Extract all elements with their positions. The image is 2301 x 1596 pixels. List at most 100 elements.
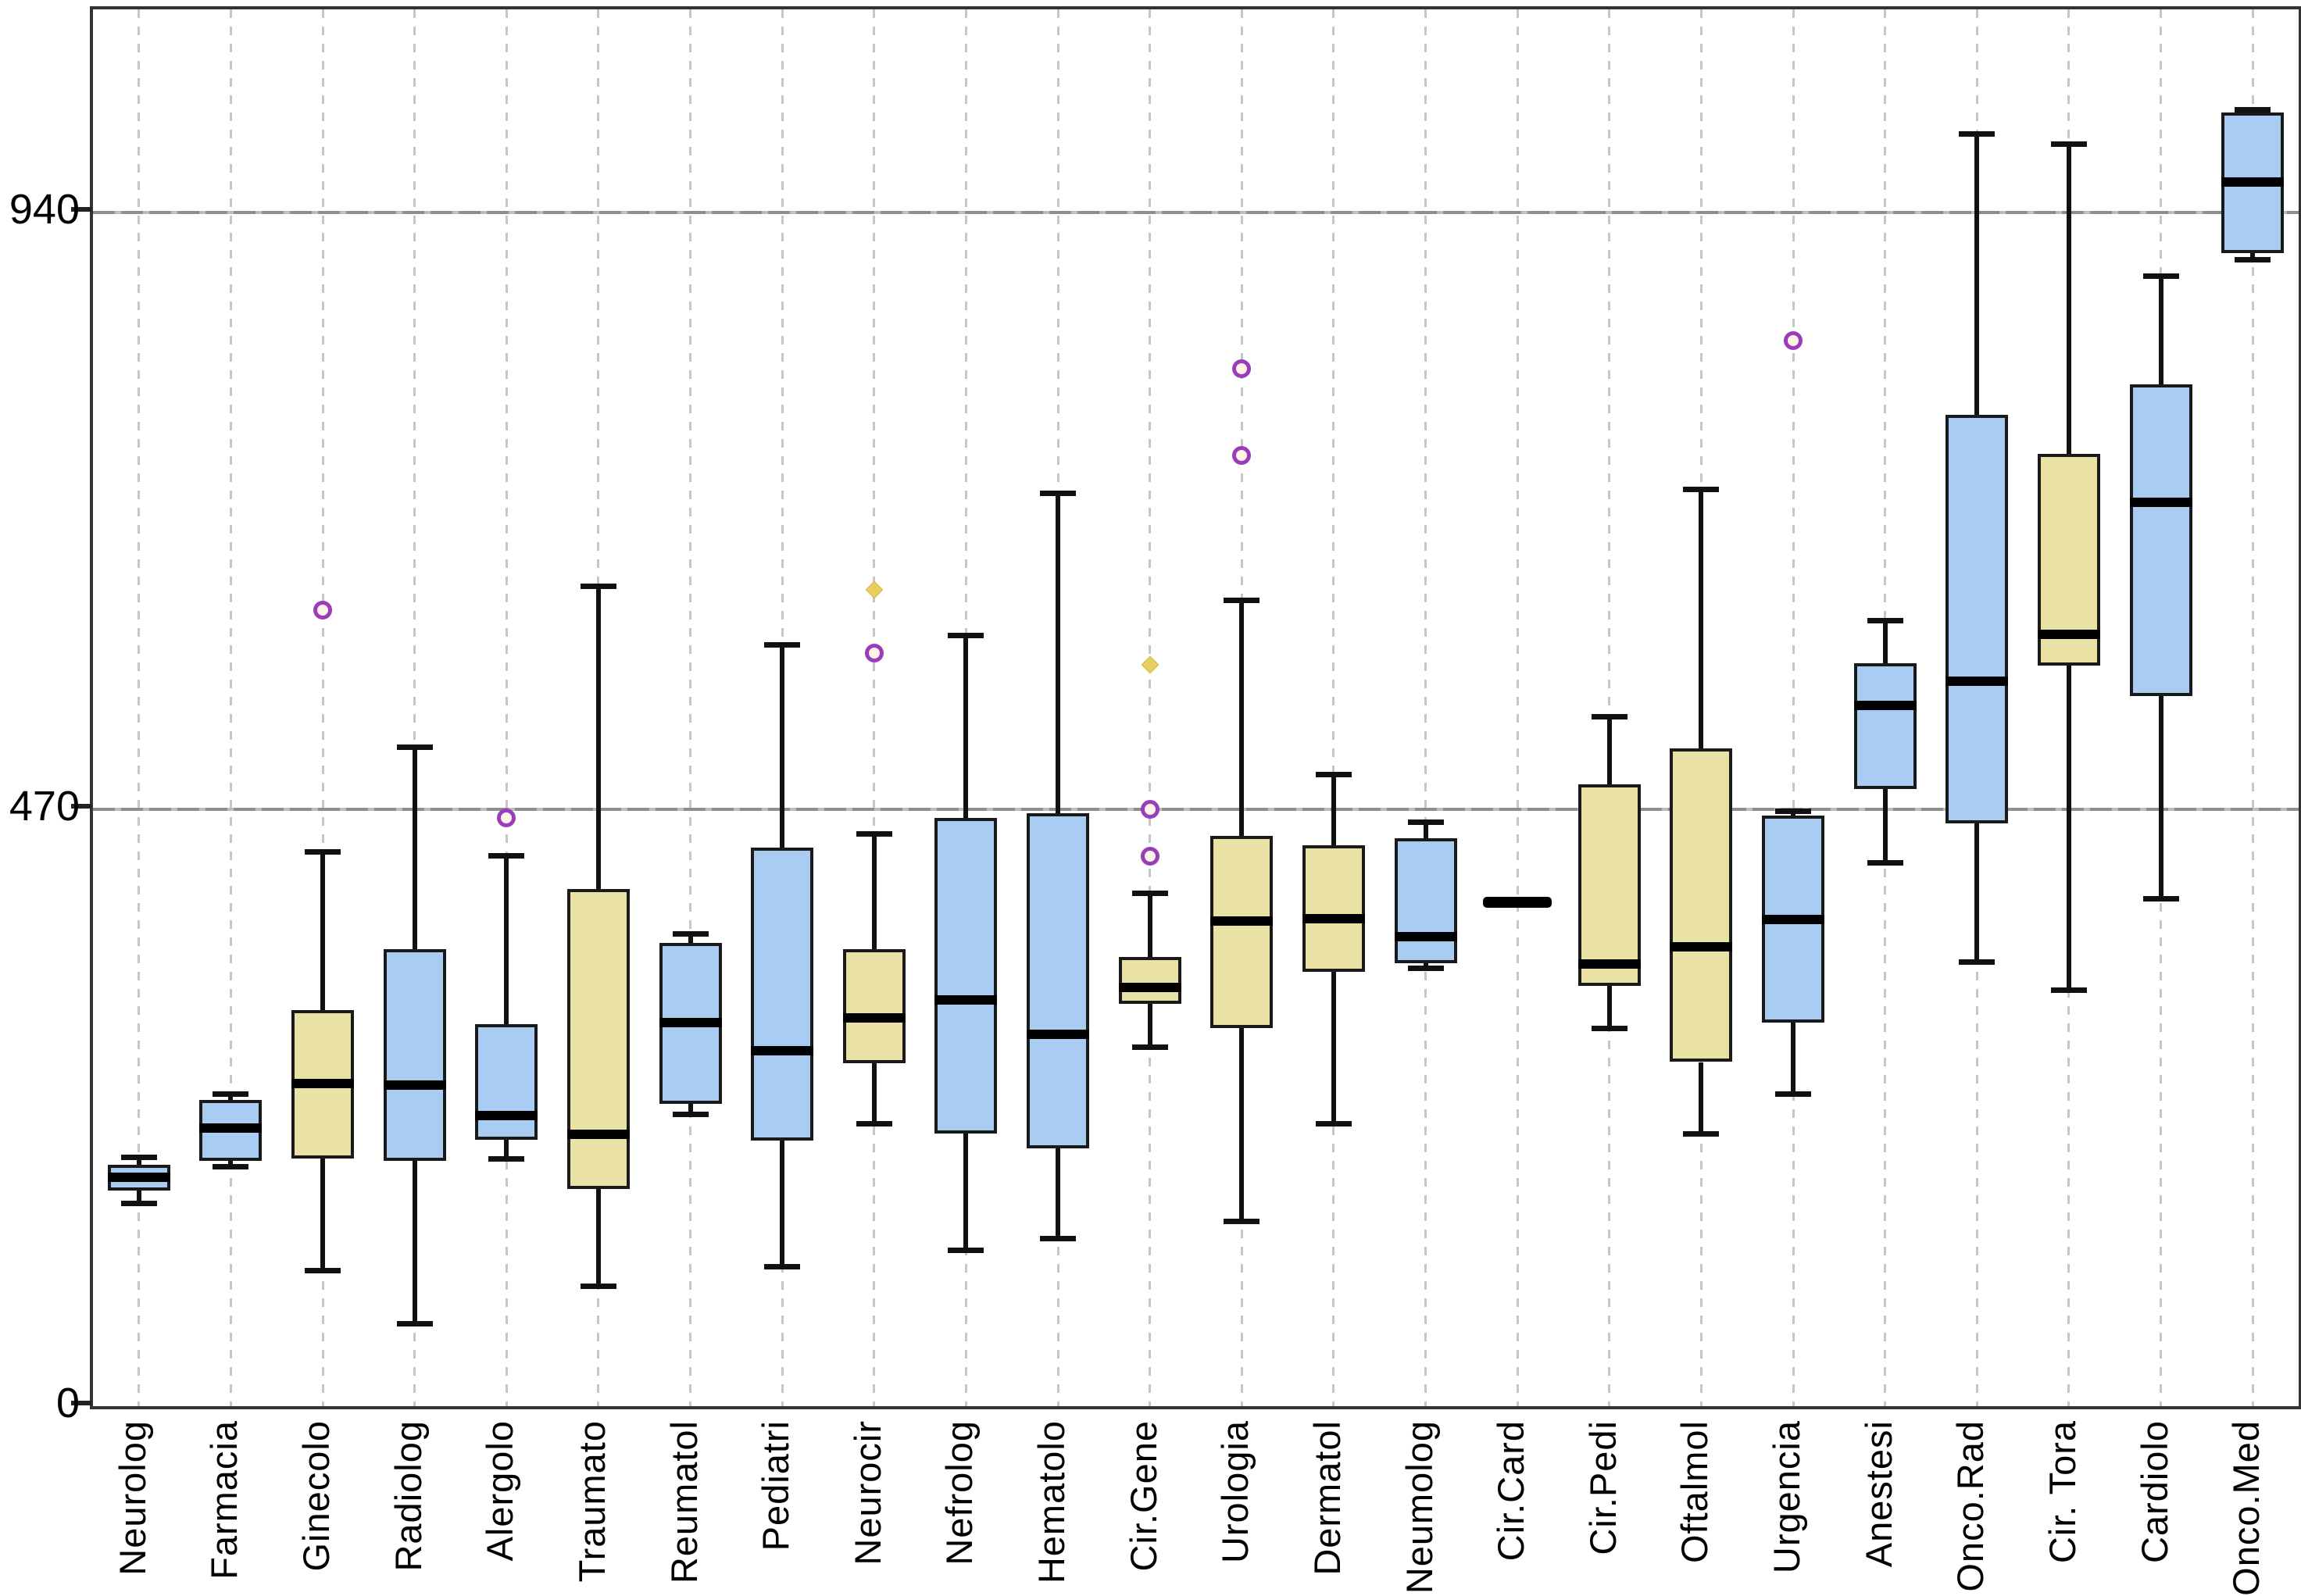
iqr-box [1577, 784, 1641, 986]
median-line [1762, 915, 1825, 925]
upper-whisker-cap [1683, 487, 1720, 493]
median-line [1670, 941, 1733, 952]
lower-whisker [1239, 1027, 1245, 1221]
lower-whisker-cap [2050, 987, 2087, 993]
lower-whisker [320, 1159, 326, 1271]
lower-whisker-cap [1867, 860, 1903, 866]
iqr-box [1302, 844, 1365, 973]
iqr-box [1670, 748, 1733, 1062]
upper-whisker-cap [1224, 597, 1260, 603]
lower-whisker [1882, 789, 1888, 863]
y-tick-label: 0 [55, 1380, 80, 1426]
upper-whisker [1147, 893, 1152, 957]
x-axis-label-Cardiolo: Cardiolo [2133, 1420, 2175, 1564]
x-axis-label-Cir.Pedi: Cir.Pedi [1581, 1420, 1624, 1555]
upper-whisker-cap [948, 633, 984, 639]
lower-whisker-cap [120, 1200, 157, 1206]
upper-whisker-cap [213, 1091, 249, 1098]
x-axis-label-Pediatri: Pediatri [755, 1420, 797, 1551]
lower-whisker-cap [672, 1112, 709, 1118]
x-axis-label-Radiolog: Radiolog [387, 1420, 429, 1572]
x-axis-label-Nefrolog: Nefrolog [938, 1420, 981, 1566]
upper-whisker [1974, 134, 1980, 415]
lower-whisker-cap [305, 1268, 341, 1274]
lower-whisker [1331, 972, 1336, 1123]
lower-whisker-cap [1959, 959, 1996, 966]
upper-whisker-cap [1959, 131, 1996, 137]
outlier-circle [497, 809, 516, 828]
upper-whisker-cap [2050, 141, 2087, 148]
x-axis-label-Oftalmol: Oftalmol [1674, 1420, 1716, 1563]
lower-whisker-cap [213, 1163, 249, 1169]
upper-whisker [136, 1157, 141, 1166]
lower-whisker [2158, 696, 2163, 898]
iqr-box [475, 1023, 538, 1140]
upper-whisker-cap [580, 583, 616, 589]
upper-whisker [1699, 489, 1704, 748]
lower-whisker [963, 1133, 969, 1251]
median-line [2221, 177, 2285, 187]
upper-whisker-cap [396, 744, 433, 751]
upper-whisker [595, 585, 601, 890]
horizontal-gridline [93, 808, 2299, 812]
lower-whisker [1699, 1062, 1704, 1134]
lower-whisker [595, 1189, 601, 1286]
upper-whisker [320, 851, 326, 1010]
upper-whisker-cap [2142, 273, 2179, 280]
vertical-gridline [1608, 9, 1611, 1406]
lower-whisker-cap [1224, 1218, 1260, 1224]
iqr-box [751, 847, 814, 1141]
median-line [1577, 959, 1641, 969]
lower-whisker [412, 1161, 417, 1324]
x-axis-label-Farmacia: Farmacia [203, 1420, 245, 1580]
lower-whisker [136, 1190, 141, 1203]
x-axis-label-Cir.Card: Cir.Card [1490, 1420, 1532, 1562]
lower-whisker-cap [1407, 966, 1444, 972]
iqr-box [2129, 384, 2192, 697]
upper-whisker [1882, 619, 1888, 664]
vertical-gridline [229, 9, 232, 1406]
vertical-gridline [321, 9, 324, 1406]
upper-whisker-cap [1315, 771, 1352, 777]
upper-whisker-cap [120, 1155, 157, 1161]
median-line [2037, 629, 2100, 639]
y-tick-label: 940 [9, 186, 80, 234]
lower-whisker-cap [396, 1321, 433, 1327]
lower-whisker-cap [1040, 1236, 1077, 1242]
x-axis-label-Neurocir: Neurocir [846, 1420, 888, 1566]
vertical-gridline [138, 9, 141, 1406]
median-line [1394, 931, 1457, 941]
outlier-circle [864, 644, 884, 663]
x-axis-label-Cir. Tora: Cir. Tora [2041, 1420, 2083, 1564]
upper-whisker [412, 747, 417, 949]
upper-whisker-cap [488, 852, 525, 859]
vertical-gridline [1149, 9, 1152, 1406]
outlier-circle [1140, 847, 1159, 866]
iqr-box [1118, 956, 1181, 1004]
upper-whisker-cap [672, 931, 709, 937]
lower-whisker-cap [1683, 1130, 1720, 1137]
vertical-gridline [2251, 9, 2254, 1406]
lower-whisker-cap [948, 1248, 984, 1254]
upper-whisker [228, 1094, 234, 1101]
iqr-box [383, 948, 446, 1162]
iqr-box [842, 948, 906, 1064]
upper-whisker-cap [1867, 617, 1903, 623]
lower-whisker-cap [856, 1120, 892, 1126]
lower-whisker [1974, 823, 1980, 962]
median-line [1118, 982, 1181, 992]
lower-whisker-cap [2142, 895, 2179, 902]
upper-whisker [688, 934, 693, 943]
iqr-box [1853, 663, 1917, 789]
upper-whisker [2066, 144, 2071, 454]
outlier-star [1141, 655, 1159, 674]
upper-whisker [1056, 493, 1061, 813]
lower-whisker-cap [1591, 1025, 1627, 1031]
median-line [1945, 676, 2009, 686]
median-dash [1483, 896, 1552, 908]
iqr-box [1945, 414, 2009, 823]
lower-whisker-cap [488, 1156, 525, 1162]
lower-whisker-cap [1315, 1120, 1352, 1126]
x-axis-label-Reumatol: Reumatol [663, 1420, 705, 1584]
iqr-box [1027, 812, 1090, 1149]
